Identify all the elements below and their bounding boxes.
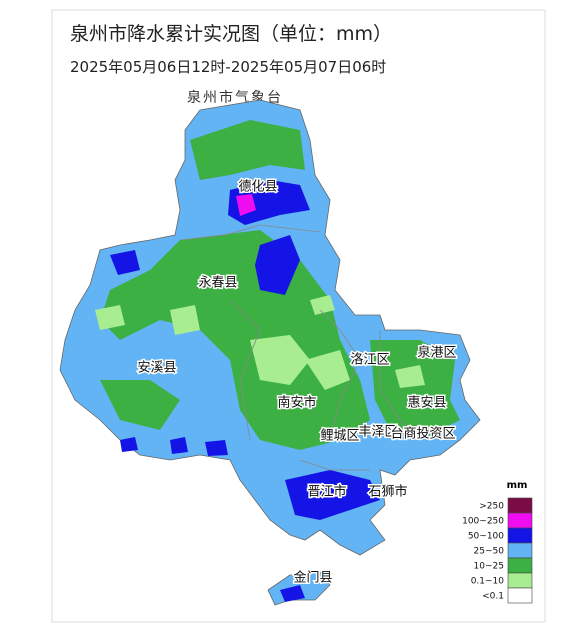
legend-swatch <box>507 572 533 589</box>
rain-area <box>95 295 425 390</box>
district-label: 南安市 <box>277 395 316 411</box>
rain-area <box>110 180 380 520</box>
legend-unit: mm <box>507 480 528 491</box>
legend-label: <0.1 <box>482 592 504 602</box>
boundary <box>179 224 421 471</box>
legend: mm >250 100~250 50~100 25~50 10~25 0.1~10 <0.1 <box>462 480 533 604</box>
legend-swatch <box>507 512 533 529</box>
district-label: 洛江区 <box>350 353 389 368</box>
legend-label: 25~50 <box>474 547 505 557</box>
rain-area <box>236 194 256 216</box>
legend-swatch <box>507 587 533 604</box>
district-label: 德化县 <box>238 180 277 195</box>
legend-label: 100~250 <box>462 517 504 527</box>
district-label: 晋江市 <box>307 484 346 500</box>
legend-swatch <box>507 557 533 574</box>
legend-label: >250 <box>479 502 504 512</box>
map <box>59 99 481 606</box>
district-label: 金门县 <box>293 570 332 586</box>
rain-area <box>280 585 305 602</box>
legend-label: 0.1~10 <box>471 577 505 587</box>
legend-swatch <box>507 527 533 544</box>
legend-swatch <box>507 497 533 514</box>
district-label: 永春县 <box>198 276 237 291</box>
subtitle: 2025年05月06日12时-2025年05月07日06时 <box>70 58 386 76</box>
legend-swatch <box>507 542 533 559</box>
district-label: 泉港区 <box>417 345 456 361</box>
district-label: 丰泽区 <box>358 425 397 440</box>
frame <box>51 9 546 623</box>
district-label: 台商投资区 <box>390 426 455 442</box>
district-label: 安溪县 <box>137 361 176 376</box>
legend-label: 50~100 <box>468 532 504 542</box>
district-label: 石狮市 <box>368 484 407 500</box>
title: 泉州市降水累计实况图（单位：mm） <box>70 23 392 45</box>
legend-label: 10~25 <box>474 562 504 572</box>
district-label: 惠安县 <box>407 396 446 411</box>
district-label: 鲤城区 <box>320 429 359 444</box>
